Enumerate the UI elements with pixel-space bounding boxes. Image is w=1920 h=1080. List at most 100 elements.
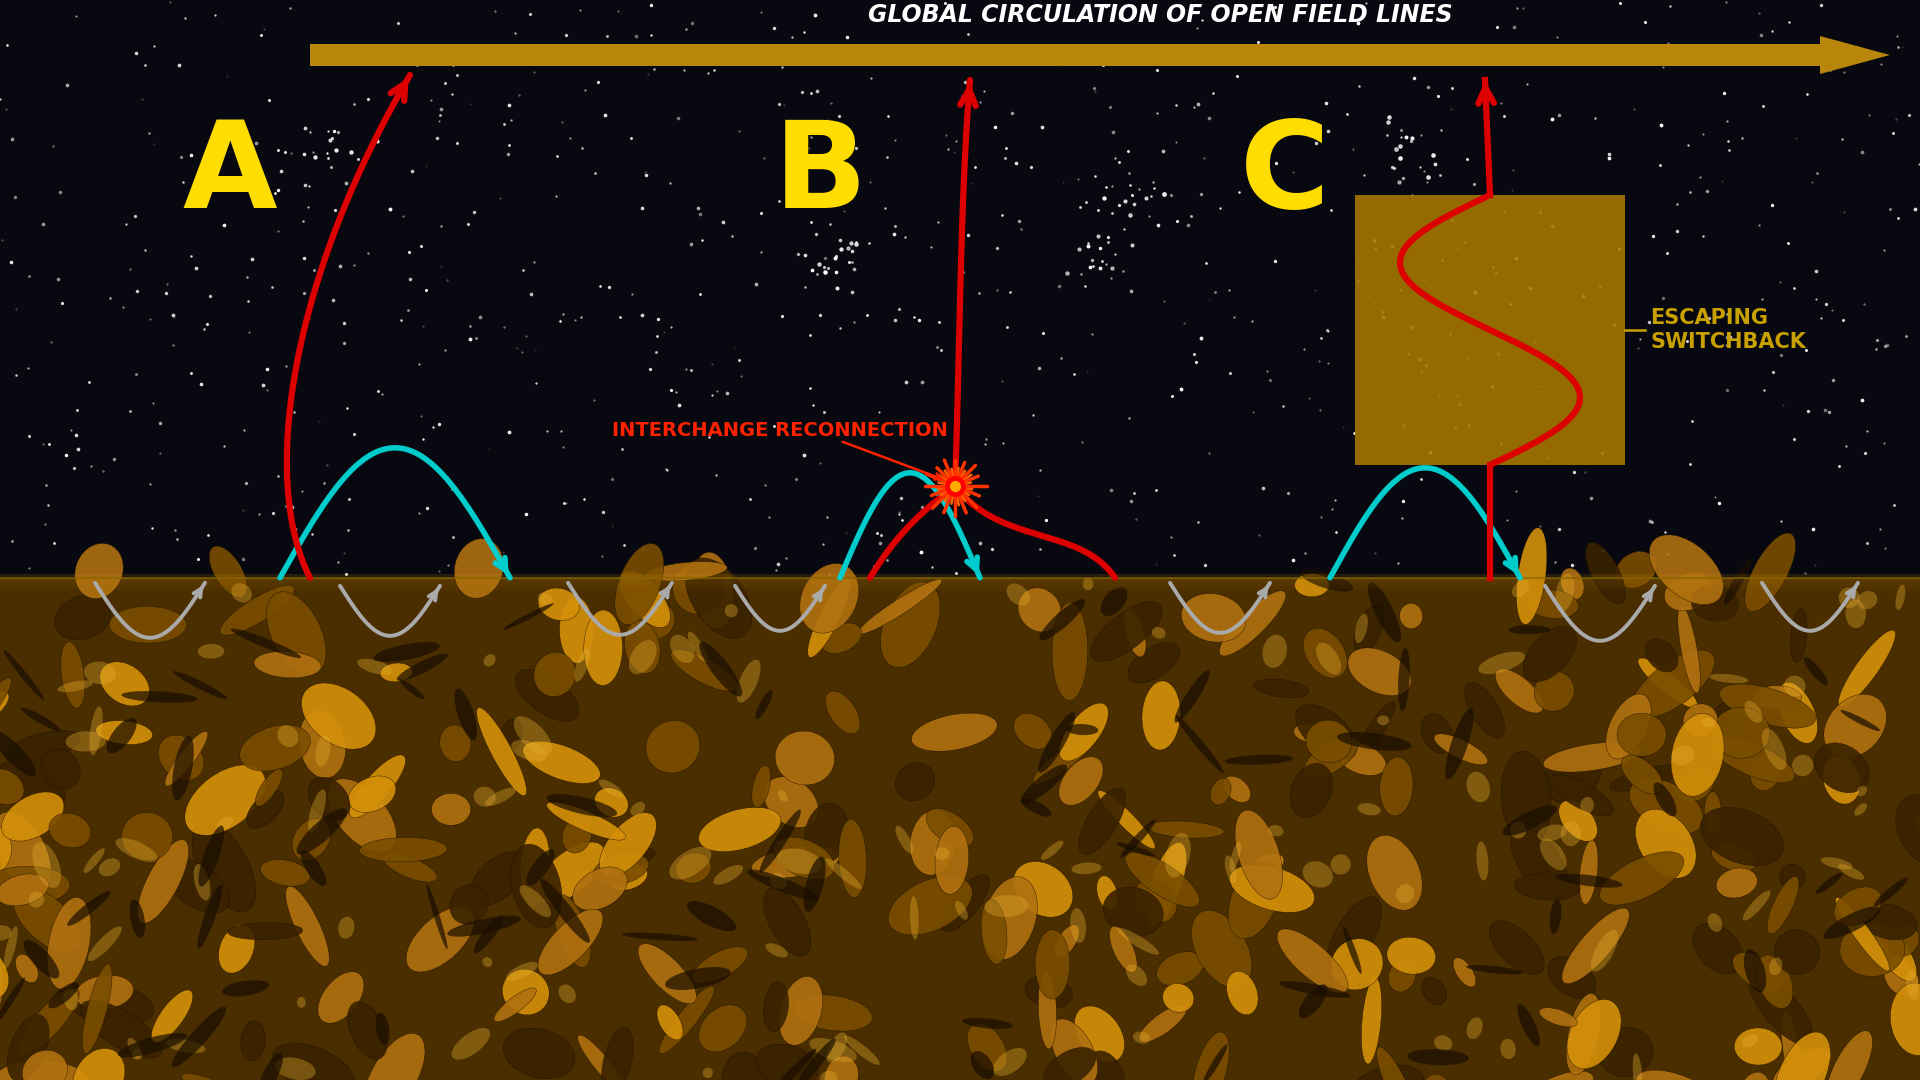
Ellipse shape	[1586, 542, 1626, 604]
Ellipse shape	[503, 1028, 576, 1079]
Ellipse shape	[1348, 648, 1411, 696]
Ellipse shape	[1148, 821, 1225, 838]
Ellipse shape	[1814, 743, 1870, 793]
Ellipse shape	[1580, 839, 1597, 904]
Ellipse shape	[1534, 672, 1574, 711]
Ellipse shape	[1509, 625, 1549, 634]
Ellipse shape	[4, 927, 17, 969]
Ellipse shape	[536, 842, 605, 904]
Ellipse shape	[659, 986, 714, 1054]
Ellipse shape	[1678, 605, 1701, 693]
Ellipse shape	[1033, 731, 1098, 784]
Ellipse shape	[1100, 588, 1127, 616]
Ellipse shape	[399, 679, 424, 699]
Ellipse shape	[685, 558, 753, 638]
Ellipse shape	[221, 585, 294, 635]
Ellipse shape	[1021, 765, 1068, 804]
Ellipse shape	[808, 578, 851, 658]
Ellipse shape	[1549, 900, 1561, 934]
Ellipse shape	[1181, 594, 1246, 643]
Ellipse shape	[593, 853, 649, 886]
Ellipse shape	[1229, 841, 1240, 872]
Ellipse shape	[1501, 751, 1551, 846]
Ellipse shape	[1824, 694, 1887, 758]
Ellipse shape	[1523, 626, 1576, 681]
Ellipse shape	[755, 690, 772, 719]
Ellipse shape	[0, 824, 12, 878]
Ellipse shape	[778, 789, 787, 801]
Text: INTERCHANGE RECONNECTION: INTERCHANGE RECONNECTION	[612, 421, 948, 441]
Ellipse shape	[1125, 852, 1200, 907]
Ellipse shape	[1841, 710, 1880, 731]
Ellipse shape	[29, 892, 44, 907]
Ellipse shape	[1434, 1036, 1452, 1051]
Ellipse shape	[1336, 742, 1386, 775]
Ellipse shape	[858, 579, 943, 634]
Ellipse shape	[292, 819, 330, 861]
Ellipse shape	[1500, 1039, 1515, 1059]
Ellipse shape	[574, 648, 589, 681]
Ellipse shape	[165, 1039, 205, 1053]
Ellipse shape	[595, 787, 628, 818]
Ellipse shape	[1367, 582, 1402, 643]
Ellipse shape	[455, 539, 503, 598]
Ellipse shape	[553, 894, 591, 968]
Ellipse shape	[48, 897, 90, 989]
Ellipse shape	[1302, 861, 1332, 888]
Ellipse shape	[753, 766, 770, 808]
Ellipse shape	[1117, 928, 1160, 955]
Ellipse shape	[338, 917, 355, 939]
Ellipse shape	[1732, 953, 1784, 991]
Ellipse shape	[0, 730, 36, 777]
Ellipse shape	[570, 846, 655, 870]
Ellipse shape	[1467, 964, 1523, 974]
Ellipse shape	[699, 808, 781, 852]
Ellipse shape	[1620, 755, 1663, 794]
Ellipse shape	[828, 1032, 847, 1063]
Ellipse shape	[223, 981, 269, 997]
Ellipse shape	[766, 1049, 816, 1080]
Ellipse shape	[1279, 981, 1350, 998]
Ellipse shape	[194, 864, 211, 901]
Ellipse shape	[776, 731, 835, 785]
Ellipse shape	[1116, 842, 1156, 856]
Ellipse shape	[0, 678, 12, 750]
Bar	[0, 585, 1920, 588]
Ellipse shape	[1423, 1075, 1448, 1080]
Ellipse shape	[601, 1027, 634, 1080]
Ellipse shape	[407, 907, 474, 972]
Ellipse shape	[1060, 703, 1108, 761]
Ellipse shape	[747, 869, 818, 901]
Ellipse shape	[1559, 800, 1597, 841]
Ellipse shape	[474, 916, 503, 954]
Ellipse shape	[1066, 724, 1098, 735]
Ellipse shape	[780, 976, 822, 1045]
Ellipse shape	[1713, 707, 1770, 758]
Ellipse shape	[0, 769, 25, 805]
Ellipse shape	[1876, 931, 1916, 982]
Ellipse shape	[624, 621, 660, 674]
Ellipse shape	[1592, 930, 1619, 972]
Ellipse shape	[1396, 885, 1415, 903]
Ellipse shape	[23, 1050, 67, 1080]
Ellipse shape	[1142, 680, 1181, 750]
Ellipse shape	[1636, 1070, 1720, 1080]
Ellipse shape	[954, 901, 968, 920]
Ellipse shape	[1490, 921, 1544, 974]
Ellipse shape	[1597, 1028, 1653, 1077]
Ellipse shape	[820, 1070, 837, 1080]
Ellipse shape	[61, 642, 84, 708]
Ellipse shape	[826, 691, 860, 733]
Ellipse shape	[100, 662, 150, 706]
Ellipse shape	[578, 1035, 624, 1080]
Ellipse shape	[1225, 855, 1236, 883]
Ellipse shape	[1290, 764, 1332, 818]
Ellipse shape	[1377, 1047, 1419, 1080]
Ellipse shape	[1538, 825, 1567, 841]
Ellipse shape	[1041, 840, 1064, 860]
Ellipse shape	[2, 792, 63, 841]
Ellipse shape	[217, 816, 234, 831]
Ellipse shape	[300, 710, 346, 779]
Ellipse shape	[84, 848, 106, 873]
Ellipse shape	[4, 650, 44, 700]
